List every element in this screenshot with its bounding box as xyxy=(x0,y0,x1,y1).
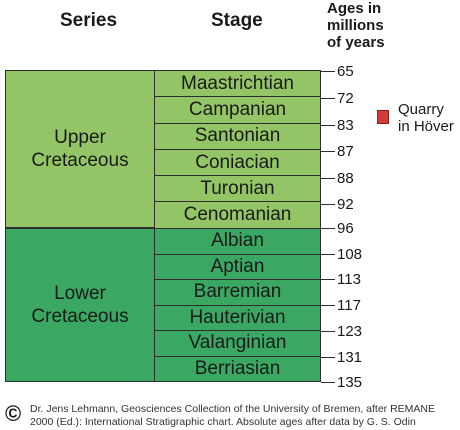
age-tick xyxy=(321,253,335,255)
age-value: 96 xyxy=(337,219,354,237)
stage-santonian: Santonian xyxy=(154,122,321,150)
lower-cretaceous-series-cell: Lower Cretaceous xyxy=(5,228,155,382)
stage-column-header: Stage xyxy=(211,10,263,31)
stage-cenomanian: Cenomanian xyxy=(154,201,321,229)
age-mark: 83 xyxy=(321,116,354,134)
age-mark: 65 xyxy=(321,62,354,80)
age-tick xyxy=(321,97,335,99)
age-tick xyxy=(321,304,335,306)
age-scale: 65 72 83 87 88 92 96 108 113 117 123 131… xyxy=(321,0,381,430)
age-mark: 113 xyxy=(321,270,361,288)
ages-column-header: Ages in millions of years xyxy=(327,0,385,51)
age-value: 87 xyxy=(337,142,354,160)
age-value: 117 xyxy=(337,296,361,314)
stage-coniacian: Coniacian xyxy=(154,148,321,177)
upper-stage-list: Maastrichtian Campanian Santonian Coniac… xyxy=(154,70,321,229)
stage-campanian: Campanian xyxy=(154,96,321,124)
stage-maastrichtian: Maastrichtian xyxy=(154,70,321,98)
stage-albian: Albian xyxy=(154,228,321,255)
age-value: 83 xyxy=(337,116,354,134)
legend-label: Quarry in Höver xyxy=(398,101,454,135)
upper-cretaceous-series-cell: Upper Cretaceous xyxy=(5,70,155,228)
age-tick xyxy=(321,227,335,229)
age-mark: 123 xyxy=(321,322,362,340)
upper-cretaceous-label: Upper Cretaceous xyxy=(31,127,129,171)
age-mark: 108 xyxy=(321,245,362,263)
stage-barremian: Barremian xyxy=(154,279,321,306)
lower-stage-list: Albian Aptian Barremian Hauterivian Vala… xyxy=(154,228,321,382)
age-tick xyxy=(321,124,335,126)
age-value: 108 xyxy=(337,245,363,263)
age-tick xyxy=(321,150,335,152)
legend: Quarry in Höver xyxy=(377,101,454,135)
age-mark: 72 xyxy=(321,89,354,107)
age-tick xyxy=(321,356,335,358)
age-value: 72 xyxy=(337,89,354,107)
age-tick xyxy=(321,330,335,332)
age-tick xyxy=(321,278,335,280)
age-value: 131 xyxy=(337,348,363,366)
age-mark: 92 xyxy=(321,195,354,213)
age-mark: 117 xyxy=(321,296,361,314)
age-tick xyxy=(321,177,335,179)
age-mark: 135 xyxy=(321,373,362,391)
age-mark: 88 xyxy=(321,169,354,187)
series-column-header: Series xyxy=(60,10,118,31)
age-value: 113 xyxy=(337,270,361,288)
age-value: 92 xyxy=(337,195,354,213)
age-value: 123 xyxy=(337,322,363,340)
stage-turonian: Turonian xyxy=(154,175,321,203)
credit-text: Dr. Jens Lehmann, Geosciences Collection… xyxy=(30,403,436,428)
stage-hauterivian: Hauterivian xyxy=(154,304,321,331)
age-tick xyxy=(321,70,335,72)
age-value: 65 xyxy=(337,62,354,80)
age-tick xyxy=(321,203,335,205)
copyright-icon: © xyxy=(5,401,22,426)
stage-berriasian: Berriasian xyxy=(154,355,321,382)
age-value: 135 xyxy=(337,373,363,391)
age-value: 88 xyxy=(337,169,354,187)
stage-aptian: Aptian xyxy=(154,253,321,280)
age-mark: 87 xyxy=(321,142,354,160)
stage-valanginian: Valanginian xyxy=(154,330,321,357)
age-mark: 131 xyxy=(321,348,362,366)
age-mark: 96 xyxy=(321,219,354,237)
age-tick xyxy=(321,381,335,383)
quarry-marker-swatch xyxy=(377,110,389,124)
lower-cretaceous-label: Lower Cretaceous xyxy=(31,283,129,327)
